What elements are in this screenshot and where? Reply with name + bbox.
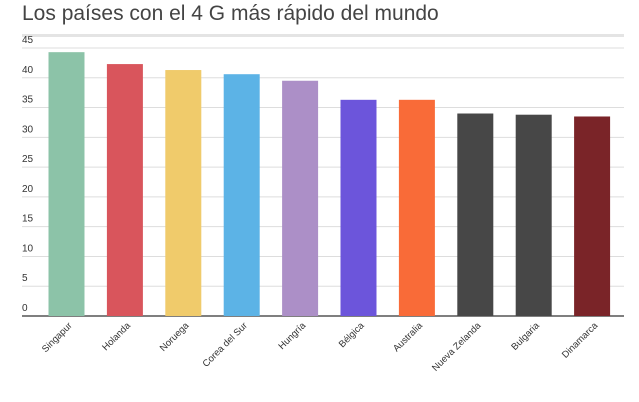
x-category-label: Bulgaria [509,320,542,353]
y-tick-label: 30 [22,124,34,135]
x-category-label: Bélgica [337,320,367,350]
chart-title: Los países con el 4 G más rápido del mun… [22,2,439,25]
y-tick-label: 40 [22,65,34,76]
y-tick-label: 10 [22,243,34,254]
y-tick-label: 15 [22,214,34,225]
bar-nueva-zelanda [457,113,494,316]
x-category-label: Corea del Sur [201,320,250,369]
x-category-label: Noruega [158,320,192,354]
x-category-label: Singapur [40,320,75,355]
bar-bélgica [340,99,377,317]
y-tick-label: 25 [22,154,34,165]
y-tick-label: 5 [22,273,28,284]
x-category-label: Australia [391,320,425,354]
title-divider [22,34,624,37]
y-tick-label: 0 [22,303,28,314]
bar-noruega [165,70,202,316]
x-category-label: Hungría [277,320,309,352]
y-tick-label: 35 [22,95,34,106]
bar-hungría [282,80,319,316]
y-tick-label: 20 [22,184,34,195]
bar-singapur [48,52,85,317]
y-tick-label: 45 [22,35,34,46]
bar-holanda [106,64,143,316]
bar-australia [398,99,435,317]
bar-corea-del-sur [223,74,260,317]
bar-dinamarca [574,116,611,316]
bar-bulgaria [515,114,552,316]
x-category-label: Nueva Zelanda [430,320,484,374]
x-category-label: Holanda [100,320,133,353]
x-category-label: Dinamarca [560,320,601,361]
